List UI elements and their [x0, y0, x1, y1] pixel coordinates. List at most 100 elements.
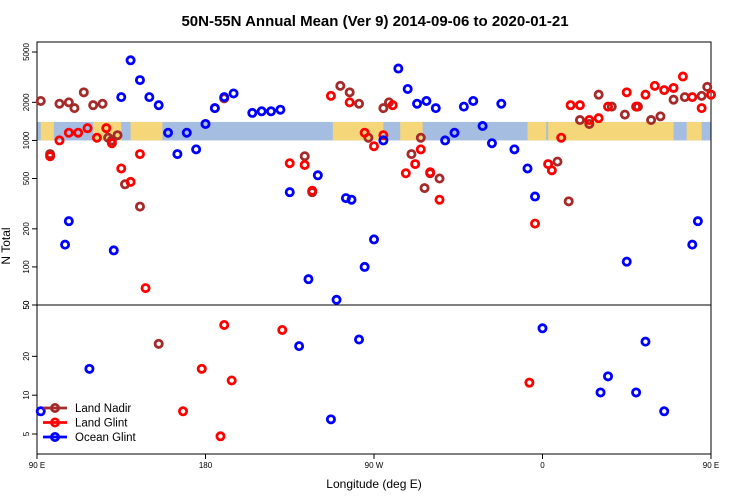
x-axis: 90 E 180 90 W 0 90 E [29, 454, 719, 470]
land-nadir-point [54, 98, 65, 109]
land-glint-point [116, 163, 127, 174]
land-glint-point [73, 127, 84, 138]
x-tick-label: 180 [199, 461, 213, 470]
land-glint-point [63, 127, 74, 138]
land-nadir-point [702, 81, 713, 92]
land-glint-point [415, 144, 426, 155]
x-tick-label: 90 E [29, 461, 45, 470]
land-glint-point [621, 87, 632, 98]
ocean-glint-point [486, 138, 497, 149]
land-nadir-point [552, 156, 563, 167]
land-glint-point [368, 141, 379, 152]
ocean-glint-point [440, 135, 451, 146]
ocean-glint-point [312, 170, 323, 181]
ocean-glint-point [378, 135, 389, 146]
land-glint-point [593, 113, 604, 124]
ocean-glint-point [247, 107, 258, 118]
ocean-glint-point [191, 144, 202, 155]
ocean-glint-point [228, 88, 239, 99]
ocean-glint-point [477, 121, 488, 132]
ocean-glint-point [35, 406, 46, 417]
land-nadir-point [419, 183, 430, 194]
ocean-glint-point [163, 127, 174, 138]
land-band [332, 121, 384, 141]
land-glint-point [226, 375, 237, 386]
land-nadir-point [378, 103, 389, 114]
legend-marker [50, 431, 61, 442]
land-nadir-point [97, 98, 108, 109]
x-axis-label: Longitude (deg E) [326, 477, 421, 491]
land-glint-point [640, 89, 651, 100]
land-glint-point [530, 218, 541, 229]
ocean-glint-point [200, 118, 211, 129]
y-tick-label: 100 [22, 260, 31, 274]
land-glint-point [196, 363, 207, 374]
ocean-glint-point [209, 103, 220, 114]
y-tick-label: 5000 [22, 43, 31, 61]
land-glint-point [706, 89, 717, 100]
ocean-glint-point [595, 387, 606, 398]
ocean-glint-point [687, 239, 698, 250]
ocean-glint-point [530, 191, 541, 202]
x-tick-label: 0 [540, 461, 545, 470]
ocean-glint-point [522, 163, 533, 174]
y-tick-label: 1000 [22, 131, 31, 149]
y-tick-label: 50 [22, 300, 31, 309]
ocean-glint-point [144, 92, 155, 103]
ocean-glint-point [325, 414, 336, 425]
land-glint-point [45, 151, 56, 162]
ocean-glint-point [275, 104, 286, 115]
land-nadir-point [646, 115, 657, 126]
land-nadir-point [655, 111, 666, 122]
land-glint-point [359, 127, 370, 138]
land-glint-point [425, 167, 436, 178]
ocean-glint-point [430, 103, 441, 114]
ocean-glint-point [346, 194, 357, 205]
ocean-glint-point [219, 92, 230, 103]
land-band [686, 121, 702, 141]
land-nadir-point [63, 97, 74, 108]
ocean-glint-point [181, 127, 192, 138]
land-glint-point [696, 103, 707, 114]
upper-y-axis: 5000 2000 1000 500 200 100 50 [22, 43, 37, 309]
ocean-glint-point [108, 245, 119, 256]
ocean-glint-point [84, 363, 95, 374]
land-glint-point [649, 80, 660, 91]
land-glint-point [556, 132, 567, 143]
land-glint-point [307, 185, 318, 196]
land-glint-point [219, 319, 230, 330]
land-nadir-point [35, 95, 46, 106]
land-glint-point [387, 100, 398, 111]
land-glint-point [410, 159, 421, 170]
ocean-glint-point [60, 239, 71, 250]
ocean-glint-point [359, 261, 370, 272]
ocean-glint-point [116, 92, 127, 103]
land-glint-point [631, 101, 642, 112]
land-glint-point [101, 123, 112, 134]
land-glint-point [82, 123, 93, 134]
legend-label: Ocean Glint [75, 432, 137, 444]
ocean-glint-point [172, 149, 183, 160]
ocean-glint-point [631, 387, 642, 398]
ocean-glint-point [509, 144, 520, 155]
ocean-glint-point [284, 187, 295, 198]
land-glint-point [277, 325, 288, 336]
land-glint-point [603, 101, 614, 112]
land-nadir-point [563, 196, 574, 207]
ocean-glint-point [692, 216, 703, 227]
ocean-glint-point [496, 98, 507, 109]
ocean-glint-point [449, 127, 460, 138]
land-nadir-point [593, 89, 604, 100]
land-nadir-point [668, 94, 679, 105]
ocean-glint-point [659, 406, 670, 417]
lower-y-axis: 50 20 10 5 [22, 300, 37, 436]
land-glint-point [215, 431, 226, 442]
land-band [527, 121, 547, 141]
y-tick-label: 200 [22, 222, 31, 236]
ocean-glint-point [402, 84, 413, 95]
land-nadir-point [335, 80, 346, 91]
legend: Land Nadir Land Glint Ocean Glint [43, 402, 137, 444]
y-tick-label: 10 [22, 390, 31, 399]
land-nadir-point [696, 90, 707, 101]
